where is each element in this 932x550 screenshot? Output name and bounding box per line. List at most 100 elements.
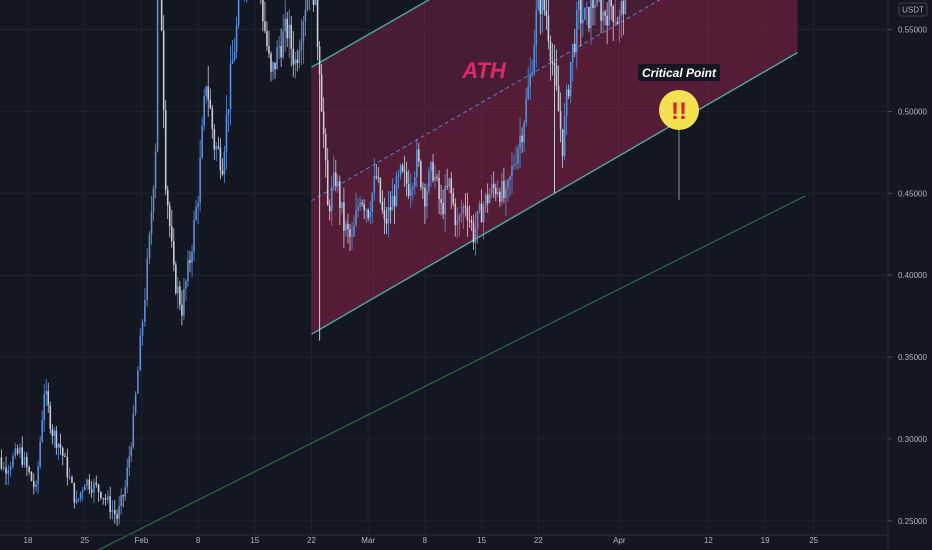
channel-upper-line: [311, 0, 430, 68]
candle-body: [466, 206, 469, 221]
candle-body: [458, 215, 461, 221]
candle-body: [549, 41, 552, 62]
candle-body: [401, 165, 404, 171]
candle-body: [452, 193, 455, 204]
candle-body: [302, 21, 305, 42]
candle-body: [359, 202, 361, 207]
candle-body: [434, 176, 436, 181]
candle-body: [41, 420, 43, 442]
candle-body: [567, 89, 570, 96]
candle-body: [432, 162, 434, 181]
y-tick-label: 0.50000: [898, 107, 927, 116]
candle-body: [509, 176, 511, 181]
candle-body: [569, 62, 572, 96]
candle-body: [306, 0, 309, 10]
candle-body: [430, 162, 432, 171]
candle-body: [219, 147, 222, 171]
candle-body: [345, 223, 347, 231]
candle-body: [231, 60, 234, 64]
candle-body: [584, 7, 586, 20]
candle-body: [93, 482, 95, 493]
x-tick-label: 12: [704, 536, 713, 545]
candle-body: [45, 391, 48, 395]
candle-body: [100, 491, 102, 498]
candle-body: [486, 194, 489, 203]
candle-body: [470, 220, 473, 223]
x-tick-label: 25: [80, 536, 89, 545]
candle-body: [284, 18, 286, 32]
candle-body: [229, 63, 232, 110]
candle-body: [166, 189, 169, 206]
candle-body: [428, 170, 430, 192]
candle-body: [563, 115, 566, 157]
candle-body: [535, 9, 538, 46]
candle-body: [476, 210, 479, 229]
candle-body: [472, 222, 475, 243]
price-axis[interactable]: 0.850000.800000.750000.700000.650000.600…: [887, 0, 932, 550]
candle-body: [30, 471, 33, 481]
candle-body: [494, 188, 497, 195]
candle-body: [304, 9, 307, 22]
candle-body: [148, 234, 151, 259]
candle-body: [16, 448, 19, 454]
candle-body: [51, 429, 54, 436]
candle-body: [107, 496, 109, 500]
candle-body: [66, 456, 69, 478]
candle-body: [337, 181, 339, 186]
candle-body: [88, 479, 91, 490]
candle-body: [578, 0, 580, 10]
candle-body: [513, 164, 515, 166]
candle-body: [618, 15, 621, 25]
candle-body: [0, 457, 3, 469]
candle-body: [49, 405, 52, 430]
alert-symbol: !!: [671, 98, 687, 125]
candle-body: [422, 187, 424, 188]
candle-body: [43, 394, 45, 421]
candle-body: [409, 188, 412, 196]
candle-body: [525, 98, 527, 123]
critical-point-label: Critical Point: [642, 66, 717, 80]
candle-body: [357, 206, 359, 211]
candle-body: [47, 391, 50, 406]
candle-body: [511, 165, 513, 177]
candle-body: [227, 109, 230, 115]
candle-body: [197, 202, 199, 207]
candle-body: [426, 191, 428, 207]
candle-body: [450, 178, 453, 194]
candle-body: [602, 11, 604, 21]
candle-body: [270, 53, 272, 72]
candle-body: [347, 223, 349, 230]
candle-body: [154, 151, 157, 189]
candle-body: [314, 0, 317, 5]
candle-body: [324, 134, 327, 161]
candle-body: [499, 191, 501, 202]
candle-body: [539, 0, 542, 15]
time-axis[interactable]: 18 25 Feb 8 15 22 Mar 8 15 22 Apr 12 19 25: [0, 534, 888, 545]
candle-body: [39, 441, 41, 467]
candle-body: [278, 46, 280, 48]
candle-body: [482, 206, 485, 223]
candle-body: [571, 43, 574, 63]
candle-body: [474, 228, 477, 243]
candle-body: [614, 21, 617, 23]
candle-body: [272, 62, 274, 72]
x-tick-label: 22: [534, 536, 543, 545]
y-tick-label: 0.30000: [898, 435, 927, 444]
candle-body: [330, 186, 333, 212]
candle-body: [193, 219, 195, 252]
candle-body: [207, 86, 210, 100]
candle-body: [353, 225, 355, 237]
candle-body: [478, 203, 481, 211]
candle-body: [237, 0, 240, 26]
currency-badge[interactable]: USDT: [898, 2, 928, 17]
candle-body: [55, 430, 58, 448]
candle-body: [600, 0, 602, 21]
candle-body: [440, 199, 442, 203]
candle-body: [280, 46, 282, 58]
candle-body: [71, 477, 73, 483]
candle-body: [86, 479, 88, 486]
candle-body: [580, 0, 582, 24]
candle-body: [156, 0, 159, 117]
candle-body: [484, 194, 487, 207]
